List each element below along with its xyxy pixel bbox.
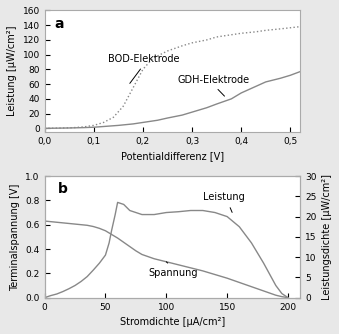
X-axis label: Stromdichte [µA/cm²]: Stromdichte [µA/cm²] <box>120 317 225 327</box>
Text: b: b <box>57 182 67 196</box>
Text: Spannung: Spannung <box>148 262 198 278</box>
Text: BOD-Elektrode: BOD-Elektrode <box>108 54 180 84</box>
Text: GDH-Elektrode: GDH-Elektrode <box>177 75 250 96</box>
Y-axis label: Leistungsdichte [µW/cm²]: Leistungsdichte [µW/cm²] <box>322 174 332 300</box>
Text: Leistung: Leistung <box>203 192 244 212</box>
Text: a: a <box>55 16 64 30</box>
Y-axis label: Terminalspannung [V]: Terminalspannung [V] <box>10 183 20 291</box>
Y-axis label: Leistung [µW/cm²]: Leistung [µW/cm²] <box>7 26 17 117</box>
X-axis label: Potentialdifferenz [V]: Potentialdifferenz [V] <box>121 151 224 161</box>
